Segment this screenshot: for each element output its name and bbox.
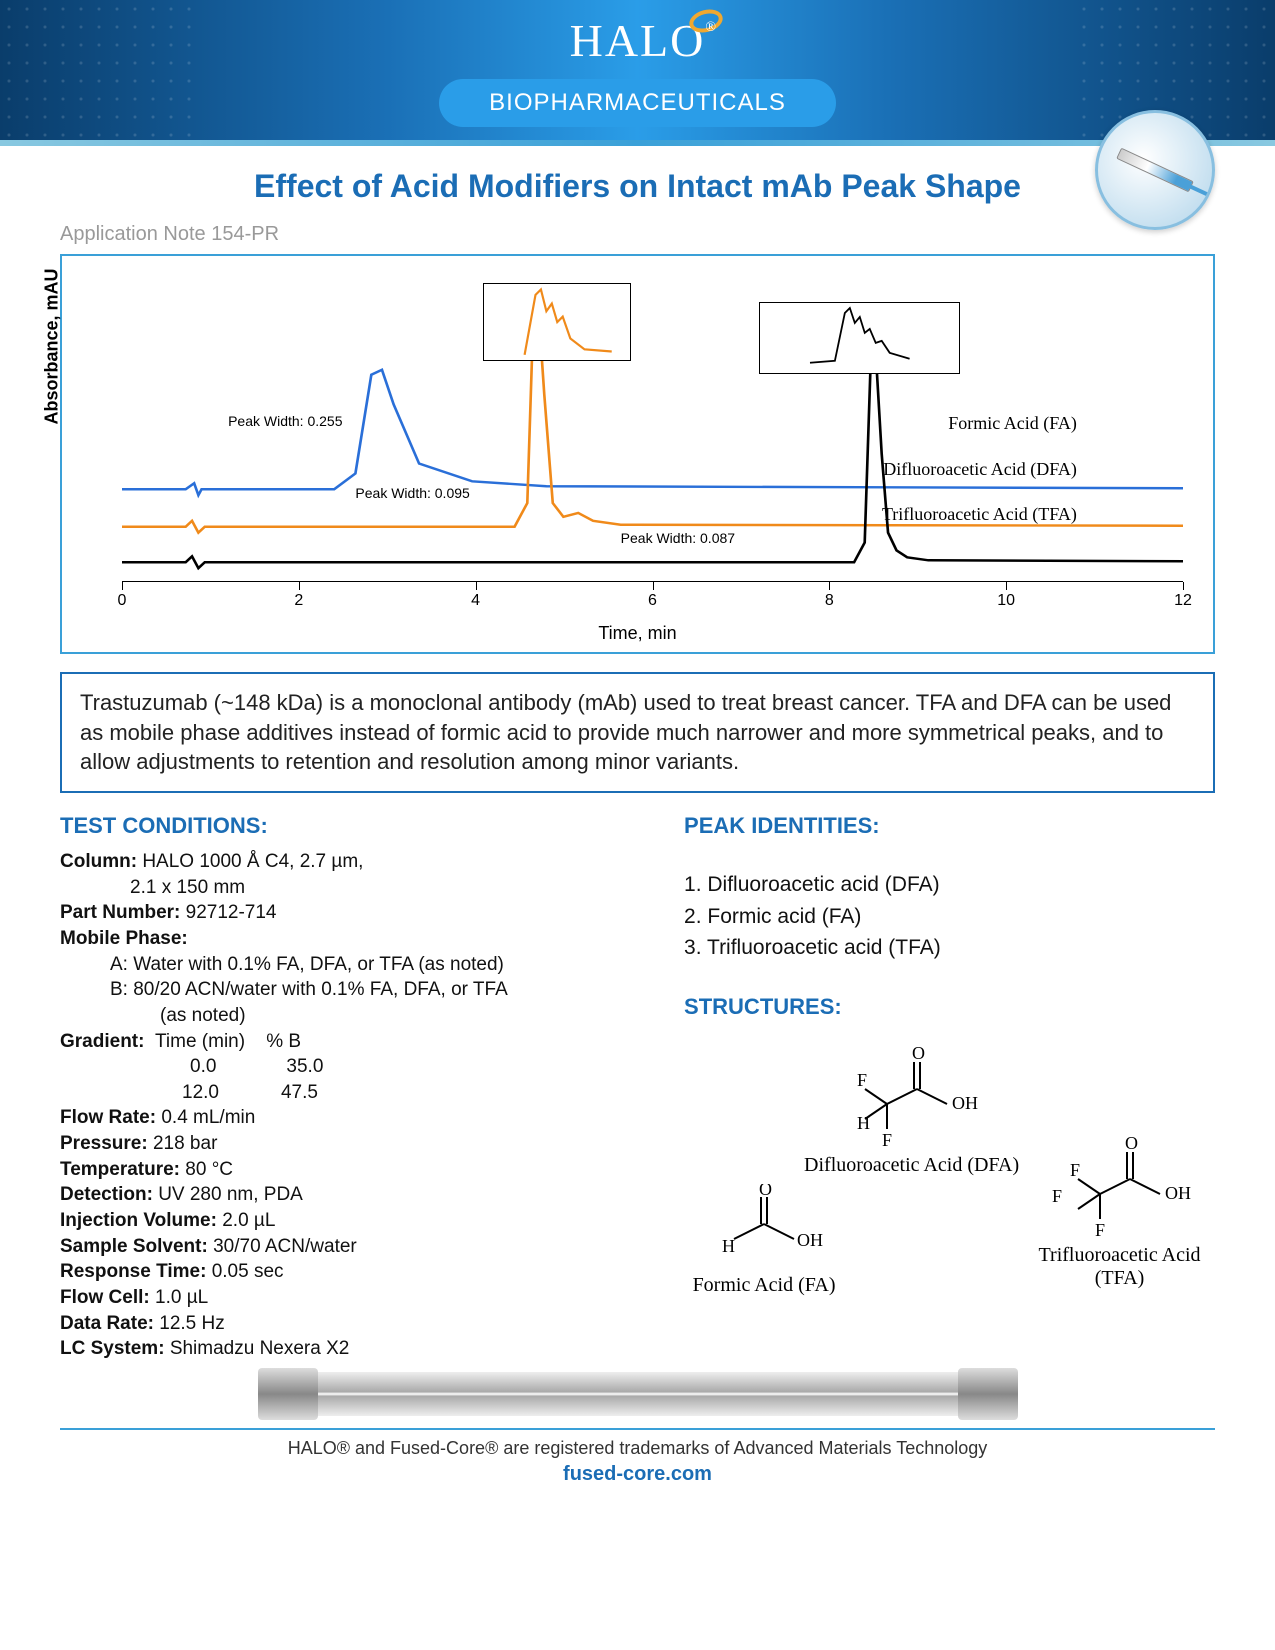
pressure-label: Pressure: xyxy=(60,1133,148,1154)
banner-divider xyxy=(0,140,1275,146)
test-conditions-column: TEST CONDITIONS: Column: HALO 1000 Å C4,… xyxy=(60,813,644,1362)
legend-fa: Formic Acid (FA) xyxy=(948,413,1077,434)
flowcell-label: Flow Cell: xyxy=(60,1287,150,1308)
solvent-label: Sample Solvent: xyxy=(60,1236,208,1257)
structure-dfa: F H F O OH Difluoroacetic Acid (DFA) xyxy=(804,1044,1019,1177)
xtick-label: 2 xyxy=(294,592,303,610)
hplc-column-image xyxy=(278,1372,998,1416)
svg-text:F: F xyxy=(882,1130,892,1150)
inset-tfa xyxy=(759,302,961,374)
svg-text:O: O xyxy=(759,1184,772,1199)
flowcell-value: 1.0 µL xyxy=(155,1287,208,1308)
detect-value: UV 280 nm, PDA xyxy=(158,1184,303,1205)
mobile-b: B: 80/20 ACN/water with 0.1% FA, DFA, or… xyxy=(60,977,644,1003)
conditions-heading: TEST CONDITIONS: xyxy=(60,813,644,839)
fa-struct-label: Formic Acid (FA) xyxy=(684,1274,844,1297)
datarate-label: Data Rate: xyxy=(60,1313,154,1334)
svg-text:OH: OH xyxy=(1165,1183,1191,1203)
detect-label: Detection: xyxy=(60,1184,153,1205)
mobile-a: A: Water with 0.1% FA, DFA, or TFA (as n… xyxy=(60,952,644,978)
temp-label: Temperature: xyxy=(60,1159,180,1180)
resp-value: 0.05 sec xyxy=(212,1261,284,1282)
part-value: 92712-714 xyxy=(186,902,277,923)
svg-text:O: O xyxy=(912,1044,925,1063)
footer-link: fused-core.com xyxy=(0,1463,1275,1486)
lcsys-value: Shimadzu Nexera X2 xyxy=(170,1338,350,1359)
svg-text:F: F xyxy=(1095,1220,1105,1240)
svg-text:F: F xyxy=(1070,1160,1080,1180)
grad-head-time: Time (min) xyxy=(155,1031,245,1052)
gradient-label: Gradient: xyxy=(60,1031,144,1052)
mobile-phase-label: Mobile Phase: xyxy=(60,928,188,949)
xtick-label: 8 xyxy=(825,592,834,610)
dfa-struct-label: Difluoroacetic Acid (DFA) xyxy=(804,1154,1019,1177)
footer-trademark: HALO® and Fused-Core® are registered tra… xyxy=(0,1438,1275,1459)
syringe-icon xyxy=(1116,148,1194,193)
column-value: HALO 1000 Å C4, 2.7 µm, xyxy=(142,851,363,872)
mobile-b2: (as noted) xyxy=(60,1003,644,1029)
xtick-label: 4 xyxy=(471,592,480,610)
chromatogram-chart: Absorbance, mAU 0 2 4 6 8 10 12 xyxy=(60,254,1215,654)
structures-heading: STRUCTURES: xyxy=(684,994,1215,1020)
flowrate-label: Flow Rate: xyxy=(60,1107,156,1128)
lcsys-label: LC System: xyxy=(60,1338,165,1359)
svg-text:F: F xyxy=(1052,1186,1062,1206)
structures-panel: F H F O OH Difluoroacetic Acid (DFA) xyxy=(684,1044,1215,1304)
tfa-struct-label: Trifluoroacetic Acid (TFA) xyxy=(1024,1244,1215,1290)
grad-r2c1: 12.0 xyxy=(182,1082,219,1103)
brand-text: HALO xyxy=(570,15,706,66)
brand-logo: HALO xyxy=(570,14,706,67)
syringe-image-icon xyxy=(1095,110,1215,230)
temp-value: 80 °C xyxy=(185,1159,233,1180)
legend-dfa: Difluoroacetic Acid (DFA) xyxy=(883,459,1077,480)
structure-tfa: F F F O OH Trifluoroacetic Acid (TFA) xyxy=(1024,1134,1215,1290)
peak-width-tfa: Peak Width: 0.087 xyxy=(621,530,735,546)
section-pill: BIOPHARMACEUTICALS xyxy=(439,79,836,127)
pressure-value: 218 bar xyxy=(153,1133,217,1154)
content-columns: TEST CONDITIONS: Column: HALO 1000 Å C4,… xyxy=(60,813,1215,1362)
xtick-label: 0 xyxy=(118,592,127,610)
svg-text:OH: OH xyxy=(797,1230,823,1250)
xtick-label: 10 xyxy=(997,592,1015,610)
injvol-value: 2.0 µL xyxy=(222,1210,275,1231)
flowrate-value: 0.4 mL/min xyxy=(161,1107,255,1128)
svg-text:OH: OH xyxy=(952,1093,978,1113)
identity-item: 2. Formic acid (FA) xyxy=(684,901,1215,933)
column-label: Column: xyxy=(60,851,137,872)
part-label: Part Number: xyxy=(60,902,180,923)
description-box: Trastuzumab (~148 kDa) is a monoclonal a… xyxy=(60,672,1215,793)
legend-tfa: Trifluoroacetic Acid (TFA) xyxy=(882,504,1077,525)
identity-item: 1. Difluoroacetic acid (DFA) xyxy=(684,869,1215,901)
page-title: Effect of Acid Modifiers on Intact mAb P… xyxy=(0,168,1275,205)
application-note-id: Application Note 154-PR xyxy=(60,223,1275,246)
chart-plot-area: 0 2 4 6 8 10 12 xyxy=(122,276,1183,602)
chart-y-axis-label: Absorbance, mAU xyxy=(42,268,63,424)
svg-text:O: O xyxy=(1125,1134,1138,1153)
chart-x-axis-label: Time, min xyxy=(598,623,676,644)
column-value-2: 2.1 x 150 mm xyxy=(60,875,644,901)
injvol-label: Injection Volume: xyxy=(60,1210,217,1231)
identity-item: 3. Trifluoroacetic acid (TFA) xyxy=(684,932,1215,964)
peak-width-fa: Peak Width: 0.255 xyxy=(228,413,342,429)
svg-text:H: H xyxy=(857,1113,870,1133)
grad-r1c2: 35.0 xyxy=(286,1056,323,1077)
xtick-label: 12 xyxy=(1174,592,1192,610)
xtick-label: 6 xyxy=(648,592,657,610)
structure-fa: H O OH Formic Acid (FA) xyxy=(684,1184,844,1297)
solvent-value: 30/70 ACN/water xyxy=(213,1236,357,1257)
grad-r2c2: 47.5 xyxy=(281,1082,318,1103)
svg-text:H: H xyxy=(722,1236,735,1256)
peak-width-dfa: Peak Width: 0.095 xyxy=(355,485,469,501)
grad-r1c1: 0.0 xyxy=(190,1056,216,1077)
svg-text:F: F xyxy=(857,1070,867,1090)
identities-column: PEAK IDENTITIES: 1. Difluoroacetic acid … xyxy=(684,813,1215,1362)
datarate-value: 12.5 Hz xyxy=(159,1313,224,1334)
header-banner: HALO BIOPHARMACEUTICALS xyxy=(0,0,1275,140)
resp-label: Response Time: xyxy=(60,1261,206,1282)
footer-divider xyxy=(60,1428,1215,1430)
inset-dfa xyxy=(483,283,632,361)
identities-heading: PEAK IDENTITIES: xyxy=(684,813,1215,839)
grad-head-b: % B xyxy=(266,1031,301,1052)
